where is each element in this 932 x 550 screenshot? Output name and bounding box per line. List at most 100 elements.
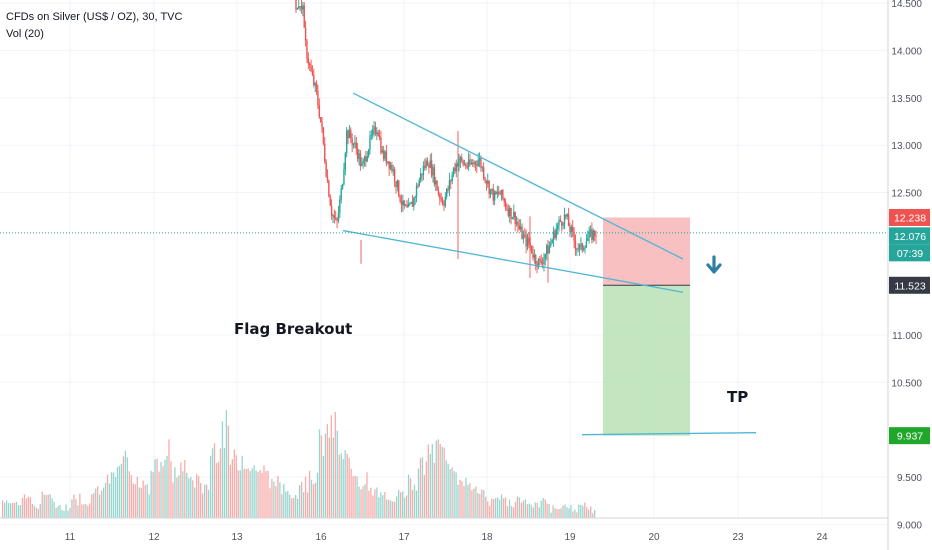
volume-bar [81,504,83,518]
volume-bar [498,499,501,518]
volume-bar [566,507,568,518]
candle-body [508,207,511,216]
volume-bar [459,479,461,518]
candle [295,0,297,13]
candle-body [504,201,507,208]
x-tick-label: 11 [65,532,76,543]
candle [496,185,499,199]
volume-bar [17,505,20,518]
volume-bar [324,433,327,518]
candle [298,0,300,10]
volume-bar [126,457,129,518]
volume-bar [71,499,73,518]
candle-body [472,162,474,165]
candle [377,130,379,137]
candle [372,125,374,140]
candle [462,159,464,167]
volume-bar [558,509,560,518]
candle [588,226,590,244]
volume-bar [285,491,287,518]
y-tick-label: 12.500 [891,189,922,200]
candle-body [517,221,519,226]
volume-bar [223,447,226,518]
volume-bar [170,461,172,518]
candle [384,150,386,162]
volume-bar [302,492,305,518]
volume-bar [138,487,140,518]
volume-bar [433,462,435,518]
volume-bar [534,502,536,518]
volume-bar [502,498,505,518]
volume-bar [308,470,311,518]
volume-bar [552,505,554,518]
volume-bar [469,483,471,518]
candle [361,156,363,167]
flag-breakout-annotation[interactable]: Flag Breakout [234,320,353,338]
volume-bar [350,468,352,518]
candle [374,121,377,136]
candle-body [573,231,575,241]
candle [465,162,467,170]
candle [432,164,434,183]
volume-bar [540,500,542,518]
volume-bar [556,509,558,518]
volume-bar [582,505,584,518]
volume-indicator-label[interactable]: Vol (20) [6,28,44,40]
y-tick-label: 14.500 [891,0,922,10]
take-profit-annotation[interactable]: TP [727,388,749,406]
volume-bar [344,450,346,518]
volume-bar [217,461,220,518]
volume-bar [162,466,164,518]
volume-bar [386,499,388,518]
volume-bar [330,415,332,518]
volume-bar [194,487,196,518]
symbol-title[interactable]: CFDs on Silver (US$ / OZ), 30, TVC [6,11,183,23]
volume-bar [35,507,37,518]
candle [407,198,410,208]
candle-body [418,179,420,187]
candle-body [524,234,526,236]
volume-bar [134,484,136,518]
volume-bar [124,450,127,518]
candle [408,202,411,206]
volume-bar [401,491,404,518]
volume-bar [180,462,182,518]
volume-bar [245,468,247,518]
candle-body [459,157,462,161]
candle [443,200,445,211]
trendlines[interactable] [0,92,888,436]
volume-bar [475,486,477,518]
candle [565,214,567,220]
volume-bar [334,411,336,518]
candle-body [340,188,342,200]
x-tick-label: 24 [816,532,828,543]
candle [519,219,522,233]
volume-bar [168,439,170,518]
volume-bar [97,486,99,518]
volume-bar [439,444,441,518]
volume-bar [532,507,534,518]
candle-body [344,153,347,170]
volume-bar [49,494,51,518]
candle-body [350,130,352,139]
candle [354,135,356,149]
candles [295,0,597,283]
price-labels: 12.238 12.076 07:39 11.523 9.937 [889,208,930,445]
candle [373,121,375,137]
candle-body [481,167,484,169]
volume-bar [524,499,527,518]
volume-bar [196,473,198,518]
candle [582,245,585,252]
volume-bar [51,498,53,518]
candle-body [351,138,353,146]
volume-bar [65,504,67,518]
volume-bar [413,484,416,518]
candle-body [539,258,541,261]
candle [355,136,357,155]
volume-bar [144,484,146,518]
candle [310,59,312,72]
candle-body [466,166,468,168]
volume-bar [255,470,257,518]
